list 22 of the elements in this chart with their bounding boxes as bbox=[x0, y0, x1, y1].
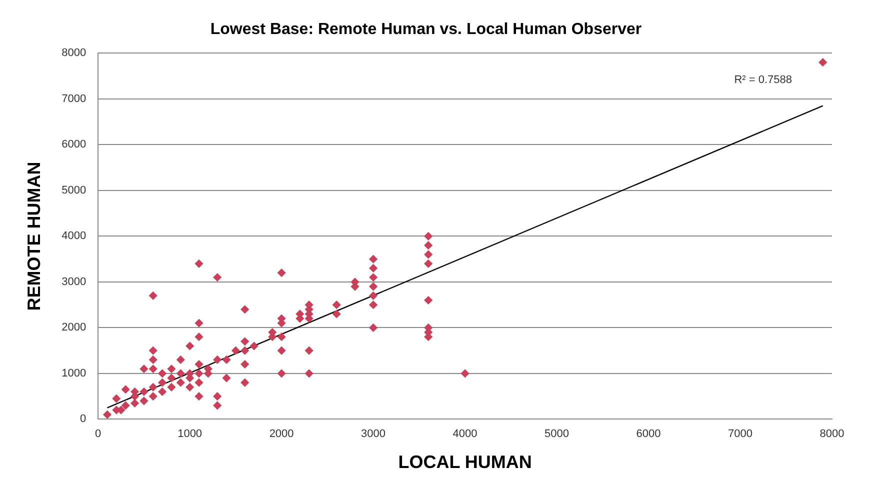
y-tick-label: 1000 bbox=[62, 367, 86, 380]
x-tick-label: 4000 bbox=[452, 428, 478, 440]
x-tick-label: 6000 bbox=[636, 428, 661, 440]
x-tick-label: 5000 bbox=[544, 428, 570, 440]
x-tick-label: 2000 bbox=[269, 428, 294, 440]
y-tick-label: 7000 bbox=[62, 92, 86, 105]
annotation: R² = 0.7588 bbox=[734, 74, 792, 86]
x-tick-label: 3000 bbox=[361, 428, 386, 440]
y-axis-title: REMOTE HUMAN bbox=[24, 162, 44, 311]
y-tick-label: 6000 bbox=[62, 138, 86, 151]
x-tick-label: 0 bbox=[95, 428, 102, 440]
y-tick-label: 8000 bbox=[62, 47, 86, 60]
y-tick-label: 3000 bbox=[62, 276, 86, 288]
x-tick-label: 7000 bbox=[728, 428, 752, 440]
x-tick-label: 8000 bbox=[820, 428, 844, 440]
x-axis-title: LOCAL HUMAN bbox=[398, 452, 532, 472]
y-tick-label: 4000 bbox=[62, 230, 86, 242]
x-tick-label: 1000 bbox=[178, 428, 202, 440]
y-tick-label: 0 bbox=[80, 413, 86, 426]
y-tick-label: 2000 bbox=[62, 322, 86, 334]
chart-title: Lowest Base: Remote Human vs. Local Human Observer bbox=[210, 21, 642, 38]
y-tick-label: 5000 bbox=[62, 184, 86, 196]
